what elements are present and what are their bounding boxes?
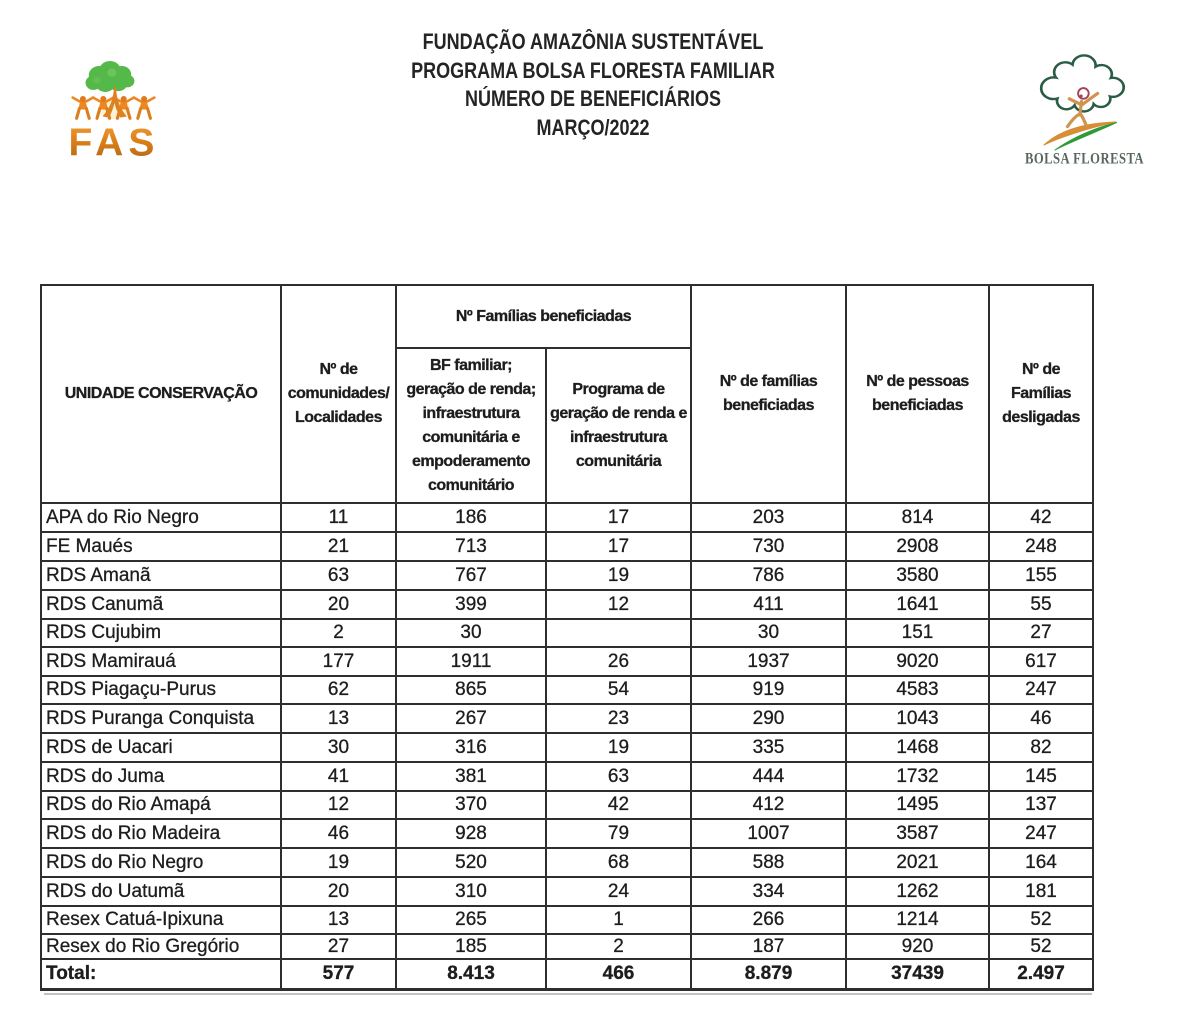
svg-text:FAS: FAS (69, 122, 160, 165)
svg-text:BOLSA FLORESTA: BOLSA FLORESTA (1025, 150, 1144, 168)
